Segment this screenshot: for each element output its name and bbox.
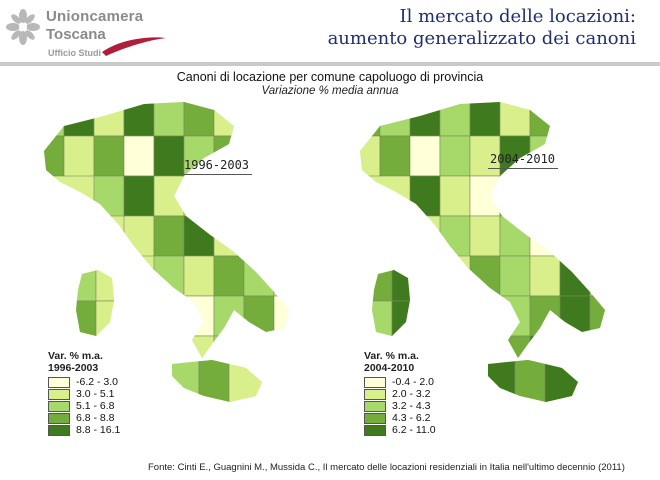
legend-range: 6.8 - 8.8 — [76, 412, 115, 424]
legend-row: 6.8 - 8.8 — [48, 412, 115, 425]
legend-title-right: Var. % m.a. — [364, 350, 419, 362]
legend-row: 2.0 - 3.2 — [364, 388, 431, 401]
legend-row: -0.4 - 2.0 — [364, 376, 434, 389]
legend-swatch — [364, 389, 386, 400]
legend-range: -6.2 - 3.0 — [76, 376, 119, 388]
legend-period-left: 1996-2003 — [48, 362, 99, 374]
legend-swatch — [48, 377, 70, 388]
legend-row: 8.8 - 16.1 — [48, 424, 120, 437]
period-underline-left — [182, 174, 252, 175]
legend-swatch — [364, 377, 386, 388]
legend-row: 3.0 - 5.1 — [48, 388, 115, 401]
title-line-2: aumento generalizzato dei canoni — [327, 28, 636, 49]
legend-range: 2.0 - 3.2 — [392, 388, 431, 400]
legend-row: 5.1 - 6.8 — [48, 400, 115, 413]
legend-swatch — [48, 389, 70, 400]
legend-range: 3.0 - 5.1 — [76, 388, 115, 400]
legend-range: 5.1 - 6.8 — [76, 400, 115, 412]
title-line-1: Il mercato delle locazioni: — [399, 6, 636, 27]
logo-subtitle: Ufficio Studi — [48, 48, 101, 58]
logo-swoosh-icon — [102, 37, 166, 56]
legend-row: 4.3 - 6.2 — [364, 412, 431, 425]
legend-range: -0.4 - 2.0 — [392, 376, 435, 388]
legend-swatch — [364, 401, 386, 412]
period-label-left: 1996-2003 — [184, 158, 250, 172]
italy-map-2004-2010 — [360, 102, 605, 402]
legend-range: 8.8 - 16.1 — [76, 424, 121, 436]
italy-map-1996-2003 — [44, 102, 289, 402]
legend-swatch — [48, 413, 70, 424]
legend-right: Var. % m.a. 2004-2010 -0.4 - 2.0 2.0 - 3… — [364, 350, 436, 437]
legend-range: 3.2 - 4.3 — [392, 400, 431, 412]
legend-title-left: Var. % m.a. — [48, 350, 103, 362]
legend-range: 4.3 - 6.2 — [392, 412, 431, 424]
legend-swatch — [48, 425, 70, 436]
legend-row: 6.2 - 11.0 — [364, 424, 436, 437]
legend-left: Var. % m.a. 1996-2003 -6.2 - 3.0 3.0 - 5… — [48, 350, 120, 437]
legend-row: -6.2 - 3.0 — [48, 376, 118, 389]
legend-swatch — [48, 401, 70, 412]
map-subtitle: Canoni di locazione per comune capoluogo… — [176, 70, 484, 84]
period-underline-right — [488, 168, 558, 169]
logo-region: Toscana — [46, 26, 106, 43]
map-measure: Variazione % media annua — [261, 85, 399, 97]
legend-swatch — [364, 413, 386, 424]
legend-period-right: 2004-2010 — [364, 362, 415, 374]
unioncamere-logo: Unioncamera Toscana Ufficio Studi — [6, 6, 166, 58]
header: Unioncamera Toscana Ufficio Studi Il mer… — [0, 0, 660, 64]
page-title: Il mercato delle locazioni: aumento gene… — [328, 6, 636, 50]
source-note: Fonte: Cinti E., Guagnini M., Mussida C.… — [148, 462, 625, 473]
legend-swatch — [364, 425, 386, 436]
period-label-right: 2004-2010 — [490, 152, 556, 166]
legend-row: 3.2 - 4.3 — [364, 400, 431, 413]
legend-range: 6.2 - 11.0 — [392, 424, 436, 436]
logo-name: Unioncamera — [46, 8, 144, 25]
flower-logo-icon — [6, 9, 40, 45]
header-divider — [0, 62, 660, 66]
